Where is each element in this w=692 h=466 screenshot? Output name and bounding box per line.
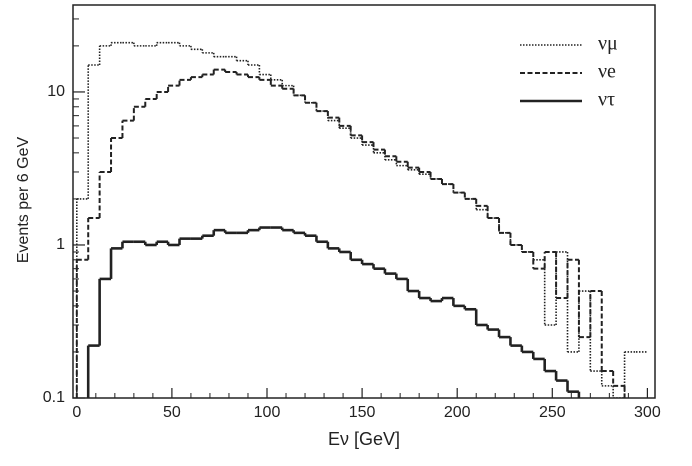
- y-axis-label: Events per 6 GeV: [15, 137, 32, 264]
- x-tick-label: 50: [163, 404, 181, 421]
- x-tick-label: 150: [349, 404, 376, 421]
- x-axis-label: Eν [GeV]: [328, 429, 400, 449]
- y-tick-label: 10: [47, 83, 65, 100]
- x-tick-label: 100: [254, 404, 281, 421]
- x-tick-label: 0: [72, 404, 81, 421]
- plot-area: [75, 41, 648, 398]
- plot-frame: [72, 4, 656, 399]
- legend-label: νμ: [598, 33, 618, 55]
- y-tick-label: 0.1: [43, 389, 65, 406]
- legend-label: νe: [598, 61, 616, 83]
- y-tick-label: 1: [56, 236, 65, 253]
- legend-label: ντ: [598, 89, 615, 111]
- x-tick-label: 250: [539, 404, 566, 421]
- x-tick-label: 200: [444, 404, 471, 421]
- x-tick-label: 300: [634, 404, 661, 421]
